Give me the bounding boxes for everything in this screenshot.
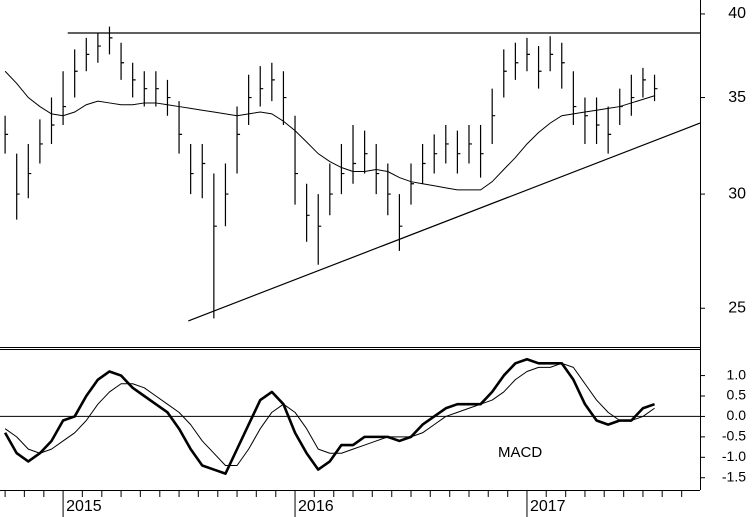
annotation: MACD [498,444,542,461]
price-bar [329,163,333,216]
y-tick-label: 0.0 [727,407,747,423]
price-bar [387,163,391,216]
y-tick-label: 35 [728,89,746,106]
price-bar [549,36,554,72]
price-bar [4,115,9,154]
trend-line [188,122,701,322]
price-bar [190,143,194,195]
macd-line [3,357,655,475]
price-bar [352,124,357,184]
price-bar [236,106,241,174]
price-bar [468,124,472,164]
price-bar [16,153,20,220]
price-bar [526,37,530,72]
y-tick-label: 1.0 [727,366,747,382]
price-bar [85,37,90,72]
price-bar [282,71,287,125]
price-bar [364,130,368,174]
y-tick-label: 0.5 [727,387,747,403]
price-bar [132,62,136,98]
price-bar [561,42,565,89]
price-bar [375,143,380,195]
price-bar [503,49,507,98]
price-bar [224,163,229,227]
price-bar [143,71,148,107]
price-bar [271,62,275,102]
price-bar [108,26,113,55]
price-bar [248,74,252,125]
price-bar [572,71,577,125]
price-bar [584,97,588,144]
price-bar [213,173,217,319]
price-bar [421,143,426,184]
price-bar [433,134,438,174]
price-bar [74,49,78,98]
price-bar [630,74,635,116]
price-bar [62,71,67,125]
x-tick-label: 2015 [66,498,102,515]
x-tick-label: 2016 [298,498,334,515]
y-tick-label: 30 [728,185,746,202]
price-bar [259,66,264,107]
price-bar [653,74,658,102]
macd-line [4,362,655,466]
y-tick-label: 40 [728,5,746,22]
price-bar [166,79,171,116]
price-bar [445,124,449,164]
y-tick-label: -1.5 [722,468,746,484]
price-bar [537,46,542,89]
price-bar [491,88,496,144]
price-bar [201,143,206,199]
x-tick-label: 2017 [530,498,566,515]
price-bar [155,71,159,107]
price-bar [97,33,101,63]
price-bar [479,124,484,178]
price-bar [39,119,43,164]
price-bar [294,115,299,205]
price-bar [456,130,461,174]
price-bar [595,97,600,144]
price-bar [50,97,55,144]
price-bar [306,183,310,242]
price-bar [178,101,183,154]
price-bar [398,194,403,251]
price-bar [410,163,415,205]
price-bar [27,143,32,199]
y-tick-label: -1.0 [722,448,746,464]
y-tick-label: -0.5 [722,428,746,444]
price-bar [514,42,519,80]
price-bar [340,143,345,195]
price-bar [642,67,646,98]
price-bar [317,194,322,265]
moving-average [4,70,655,191]
price-bar [607,106,612,154]
price-bar [120,42,125,80]
y-tick-label: 25 [728,299,746,316]
